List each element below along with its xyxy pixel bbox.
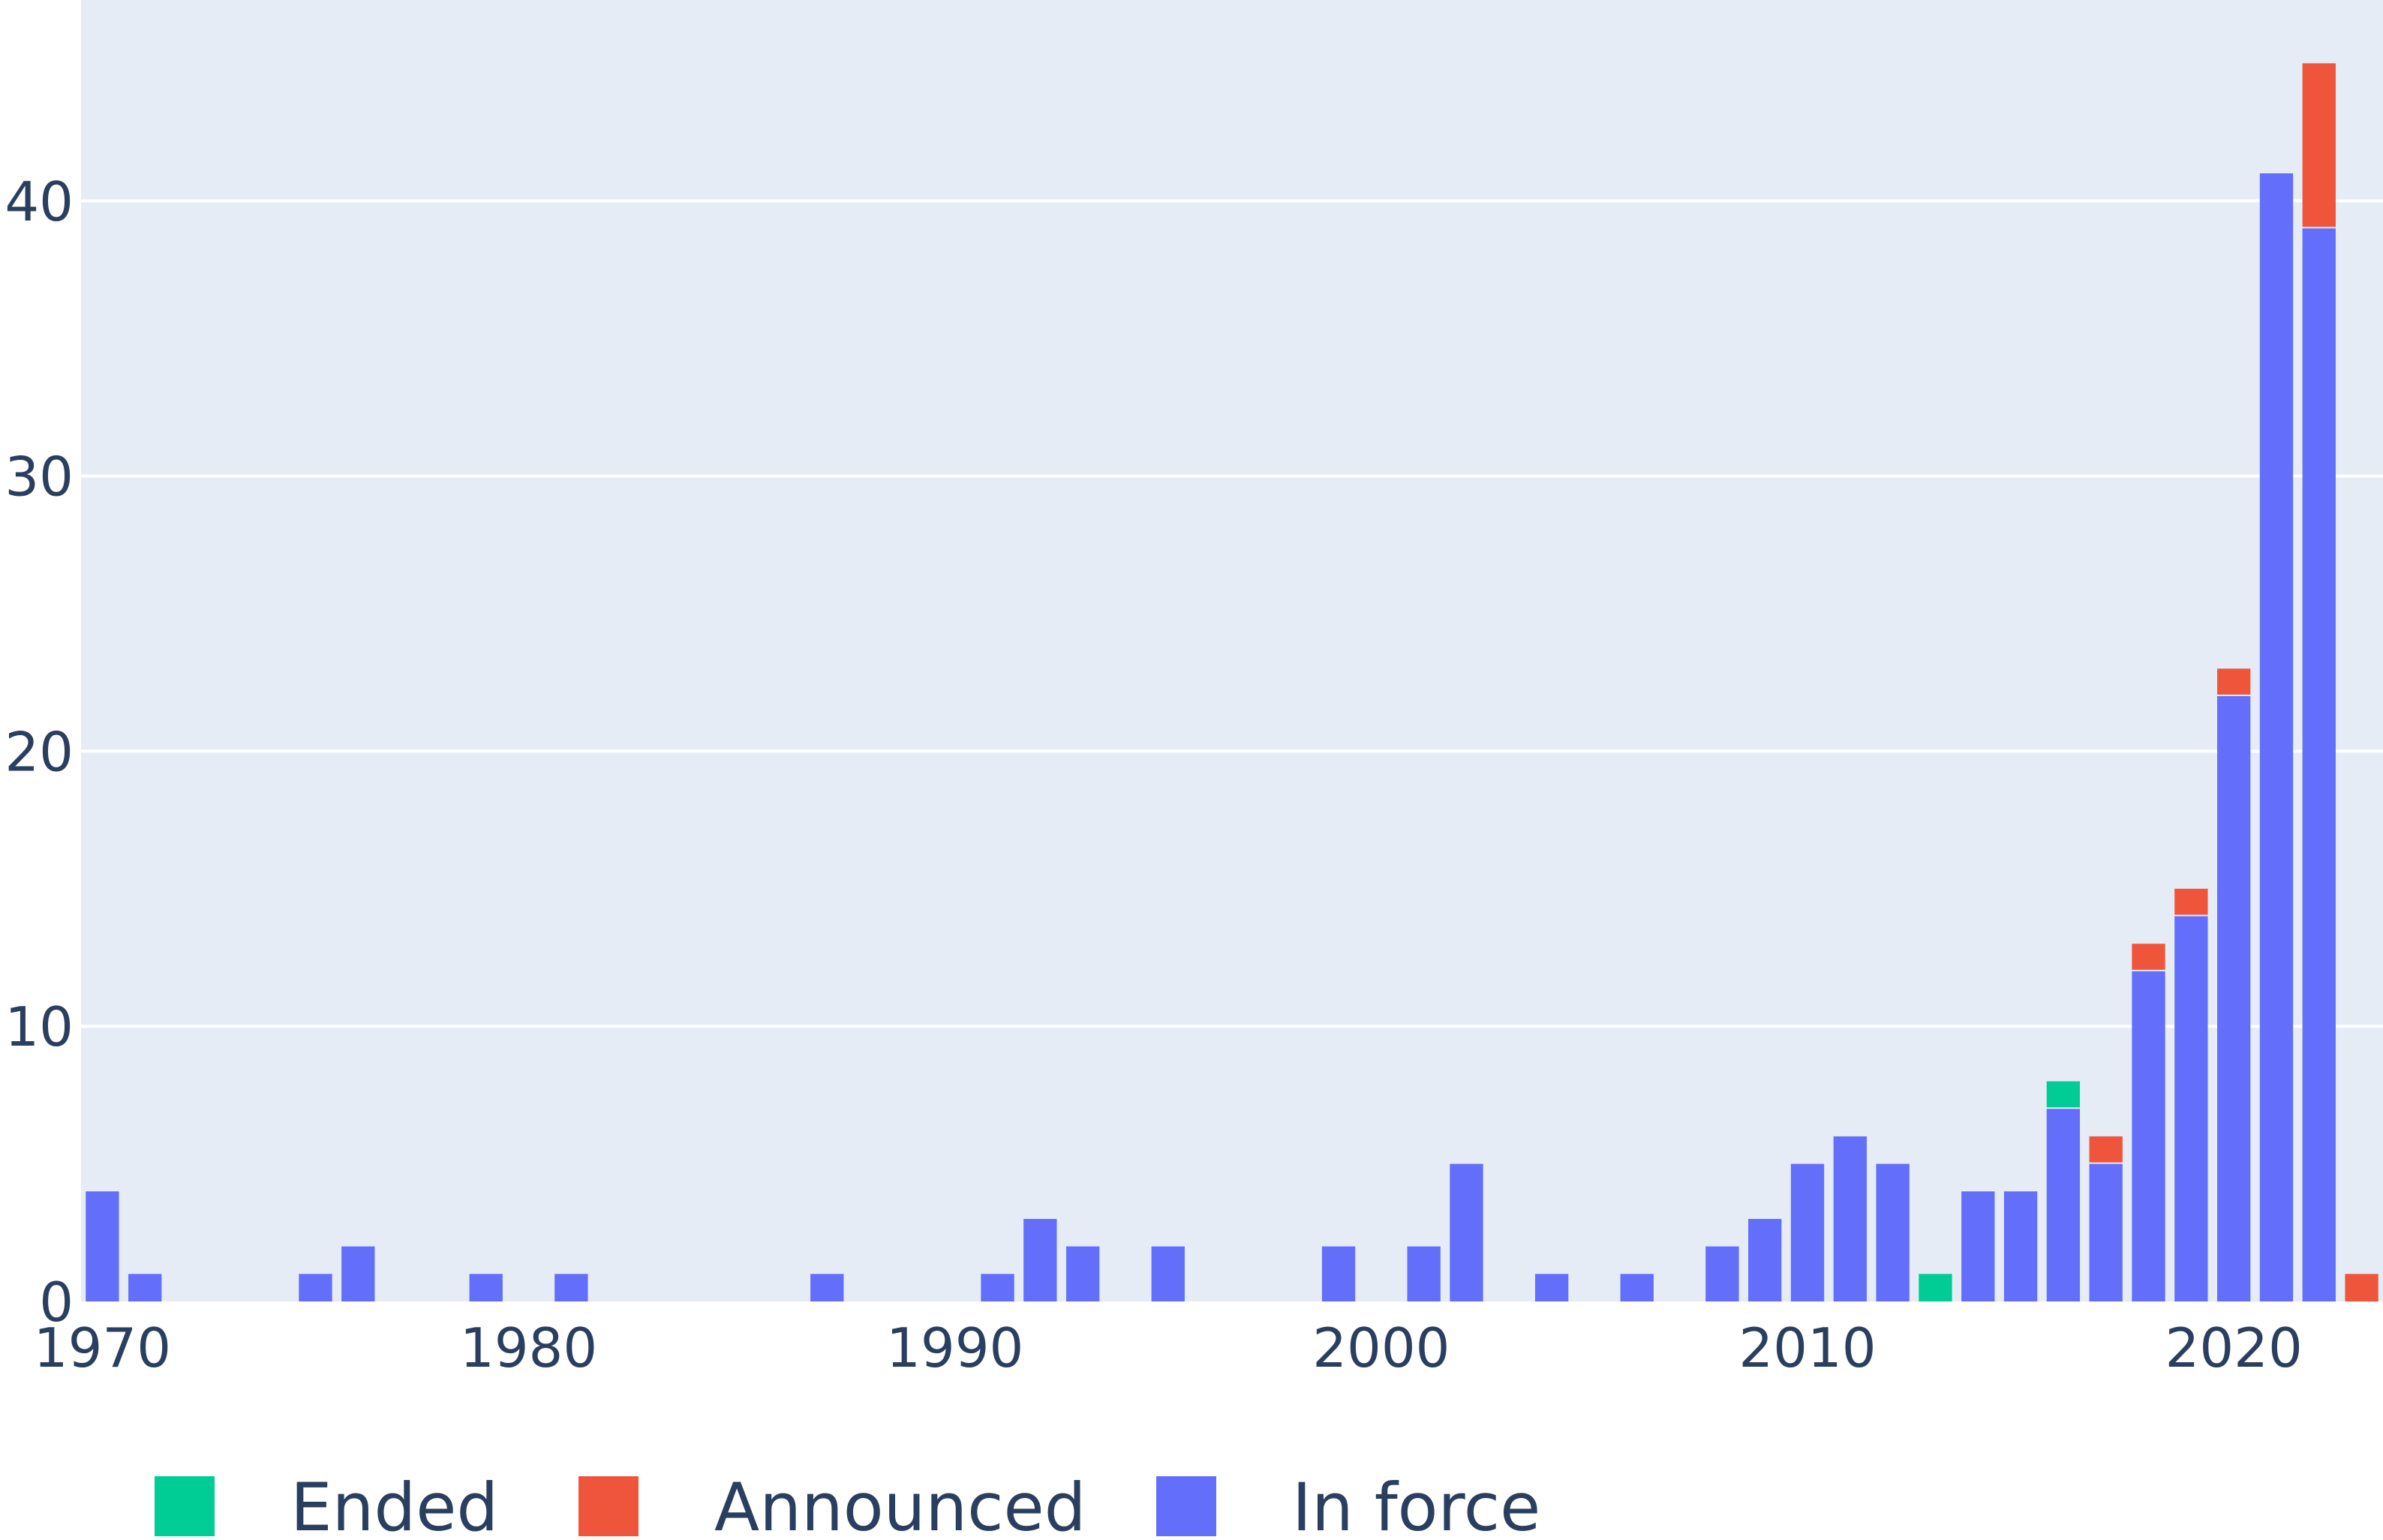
plot-area-background [81, 0, 2383, 1301]
legend-item-in-force[interactable]: In force [1155, 1469, 1540, 1540]
bar-in-force-1992 [1023, 1218, 1057, 1301]
bar-in-force-1975 [299, 1274, 332, 1301]
bar-ended-2013 [1919, 1274, 1952, 1301]
bar-in-force-2015 [2003, 1191, 2038, 1301]
bar-announced-2017 [2089, 1136, 2123, 1163]
y-tick-label: 40 [5, 170, 74, 233]
bar-announced-2023 [2345, 1274, 2378, 1301]
x-tick-label: 1990 [886, 1316, 1023, 1379]
bar-in-force-1976 [341, 1246, 375, 1301]
legend[interactable]: Ended Announced In force [153, 1469, 1540, 1540]
bar-in-force-2022 [2302, 228, 2336, 1301]
bar-in-force-1971 [128, 1274, 162, 1301]
bar-ended-2016 [2046, 1081, 2081, 1108]
bar-in-force-2004 [1534, 1274, 1569, 1301]
bar-announced-2019 [2174, 888, 2208, 915]
bar-in-force-2020 [2216, 696, 2251, 1301]
bar-in-force-2009 [1748, 1218, 1782, 1301]
y-tick-label: 10 [5, 995, 74, 1058]
legend-label: In force [1292, 1469, 1540, 1540]
bar-in-force-1970 [86, 1191, 119, 1301]
bars [86, 63, 2378, 1302]
bar-in-force-2001 [1407, 1246, 1441, 1301]
bar-in-force-2016 [2046, 1109, 2081, 1301]
legend-label: Announced [714, 1469, 1086, 1540]
y-axis-tick-labels: 0 10 20 30 40 [5, 170, 74, 1334]
bar-announced-2022 [2302, 63, 2336, 227]
bar-in-force-1999 [1321, 1246, 1356, 1301]
bar-in-force-1993 [1065, 1246, 1100, 1301]
bar-in-force-2012 [1876, 1163, 1910, 1301]
x-tick-label: 2010 [1738, 1316, 1876, 1379]
bar-in-force-1995 [1151, 1246, 1185, 1301]
bar-in-force-2019 [2174, 916, 2208, 1301]
bar-in-force-2014 [1961, 1191, 1995, 1301]
bar-in-force-2018 [2132, 971, 2165, 1301]
legend-swatch [1155, 1475, 1218, 1538]
y-tick-label: 0 [39, 1271, 74, 1334]
bar-in-force-2002 [1450, 1163, 1483, 1301]
legend-label: Ended [290, 1469, 498, 1540]
bar-in-force-1981 [554, 1274, 588, 1301]
y-tick-label: 30 [5, 446, 74, 509]
legend-item-announced[interactable]: Announced [577, 1469, 1086, 1540]
bar-in-force-2006 [1620, 1274, 1654, 1301]
bar-in-force-2010 [1790, 1163, 1825, 1301]
legend-swatch [153, 1475, 216, 1538]
gridlines [81, 199, 2383, 1028]
bar-announced-2018 [2132, 944, 2165, 970]
bar-in-force-1979 [469, 1274, 503, 1301]
x-tick-label: 1980 [460, 1316, 597, 1379]
bar-in-force-1991 [981, 1274, 1014, 1301]
x-tick-label: 1970 [34, 1316, 171, 1379]
bar-in-force-2017 [2089, 1163, 2123, 1301]
legend-swatch [577, 1475, 640, 1538]
bar-in-force-2021 [2259, 173, 2294, 1302]
bar-in-force-1987 [810, 1274, 844, 1301]
y-tick-label: 20 [5, 720, 74, 783]
bar-in-force-2008 [1705, 1246, 1739, 1301]
x-tick-label: 2020 [2165, 1316, 2303, 1379]
bar-in-force-2011 [1833, 1136, 1867, 1301]
x-tick-label: 2000 [1312, 1316, 1450, 1379]
bar-announced-2020 [2216, 668, 2251, 695]
legend-item-ended[interactable]: Ended [153, 1469, 498, 1540]
x-axis-tick-labels: 1970 1980 1990 2000 2010 2020 [34, 1316, 2303, 1379]
